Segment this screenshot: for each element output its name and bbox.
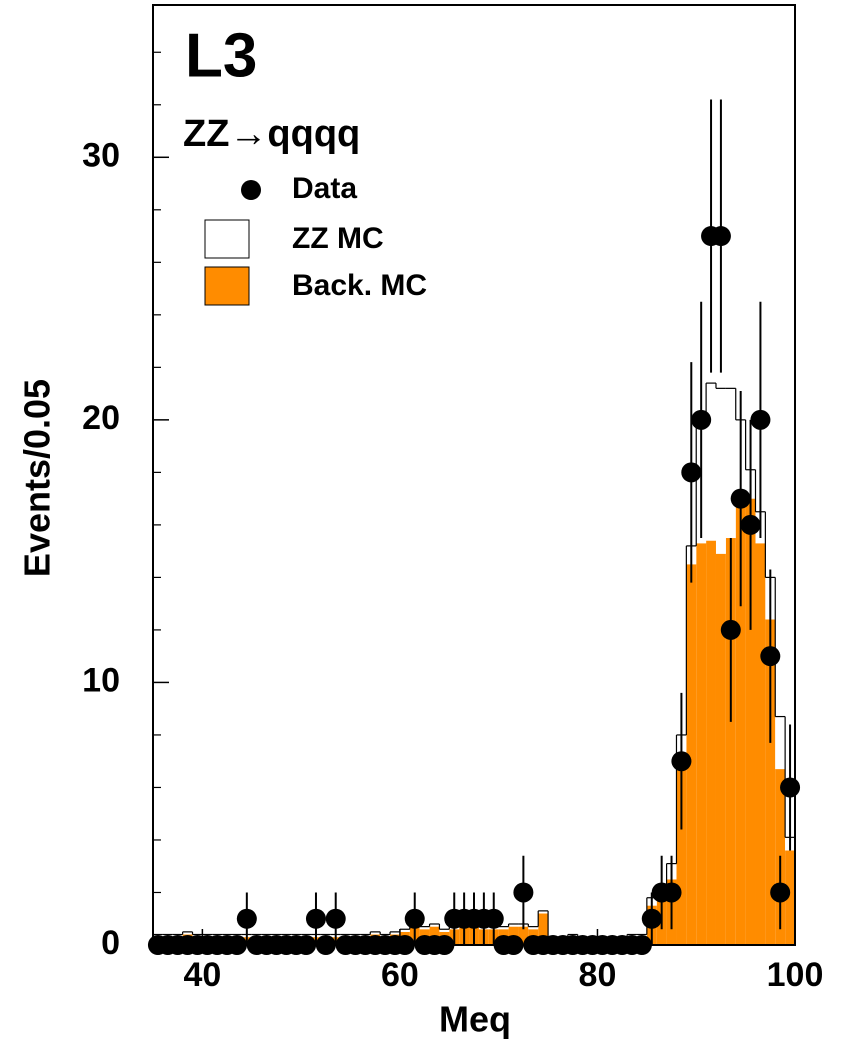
data-point <box>671 751 692 772</box>
data-point <box>305 908 326 929</box>
plot-frame <box>152 4 796 946</box>
y-axis-label: Events/0.05 <box>17 379 58 577</box>
data-point <box>513 882 534 903</box>
y-tick-label: 0 <box>101 924 120 962</box>
data-point <box>750 409 771 430</box>
data-point <box>780 777 801 798</box>
legend-label: ZZ MC <box>292 222 384 255</box>
hist-bar <box>538 910 549 914</box>
hist-bar <box>676 761 687 945</box>
x-tick-label: 80 <box>579 956 617 994</box>
data-point <box>691 409 712 430</box>
data-point <box>681 462 702 483</box>
hist-bar <box>498 926 509 930</box>
hist-bar <box>182 931 193 935</box>
x-tick-label: 100 <box>767 956 824 994</box>
hist-bar <box>785 850 795 945</box>
hist-bar <box>439 929 450 932</box>
data-point <box>236 908 257 929</box>
hist-bar <box>390 931 400 935</box>
hist-bar <box>725 388 736 539</box>
data-point <box>325 908 346 929</box>
hist-bar <box>399 929 410 932</box>
data-point <box>730 488 751 509</box>
data-point <box>740 514 761 535</box>
hist-bar <box>370 931 381 935</box>
chart-title: L3 <box>185 21 257 90</box>
hist-bar <box>538 913 549 945</box>
hist-bar <box>696 543 707 945</box>
hist-bar <box>755 543 766 945</box>
data-point <box>760 646 781 667</box>
legend-label: Data <box>292 172 357 205</box>
x-axis-label: Meq <box>439 999 511 1040</box>
hist-bar <box>686 564 697 945</box>
hist-bar <box>518 926 529 945</box>
y-tick-label: 20 <box>82 399 120 437</box>
hist-bar <box>735 493 746 945</box>
chart-subtitle: ZZ→qqqq <box>183 113 360 155</box>
hist-bar <box>419 926 430 930</box>
legend-label: Back. MC <box>292 269 427 302</box>
data-point <box>661 882 682 903</box>
legend-swatch <box>204 266 250 306</box>
data-point <box>710 226 731 247</box>
hist-bar <box>745 498 756 945</box>
data-point <box>641 908 662 929</box>
data-point <box>770 882 791 903</box>
x-tick-label: 60 <box>381 956 419 994</box>
hist-bar <box>508 923 519 927</box>
hist-bar <box>715 553 726 945</box>
legend-marker <box>241 180 261 200</box>
data-point <box>404 908 425 929</box>
y-tick-label: 10 <box>82 661 120 699</box>
hist-bar <box>725 538 736 945</box>
hist-bar <box>429 923 440 927</box>
x-tick-label: 40 <box>183 956 221 994</box>
hist-bar <box>775 716 786 770</box>
data-point <box>720 619 741 640</box>
hist-bar <box>528 926 539 930</box>
hist-bar <box>715 388 726 554</box>
hist-bar <box>706 383 716 541</box>
hist-bar <box>706 540 716 945</box>
legend-swatch <box>204 219 250 259</box>
data-point <box>483 908 504 929</box>
y-tick-label: 30 <box>82 136 120 174</box>
hist-bar <box>765 619 776 945</box>
